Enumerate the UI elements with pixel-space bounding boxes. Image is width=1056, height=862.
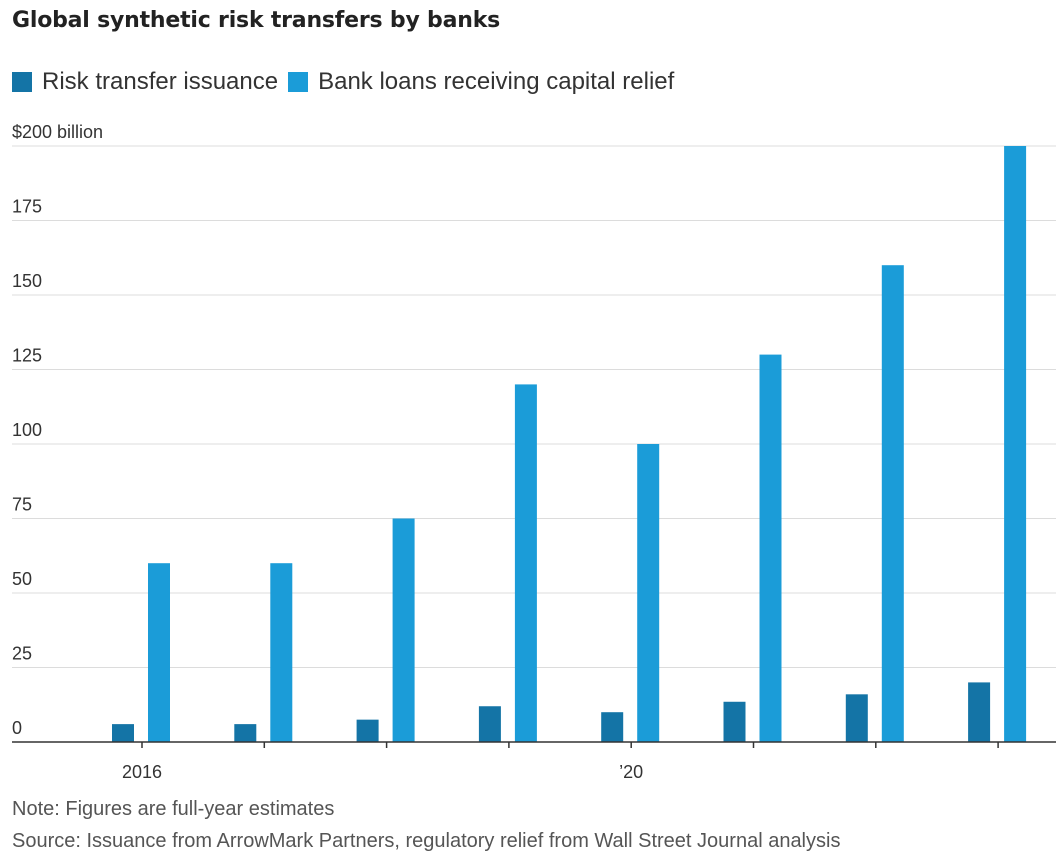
- legend-label-capital-relief: Bank loans receiving capital relief: [318, 68, 675, 95]
- y-tick-label: 75: [12, 495, 32, 515]
- y-tick-label: 125: [12, 346, 42, 366]
- bar-capital-relief: [881, 265, 904, 742]
- bar-capital-relief: [1004, 146, 1027, 742]
- chart-source: Source: Issuance from ArrowMark Partners…: [12, 830, 841, 852]
- bar-issuance: [723, 701, 746, 742]
- bar-issuance: [601, 712, 624, 742]
- legend-swatch-issuance: [12, 72, 32, 92]
- y-tick-label: 175: [12, 197, 42, 217]
- bar-issuance: [845, 694, 868, 742]
- x-tick-label: ’20: [619, 762, 643, 782]
- bar-capital-relief: [514, 384, 537, 742]
- legend-swatch-capital-relief: [288, 72, 309, 92]
- legend-item-issuance: Risk transfer issuance: [12, 68, 278, 96]
- bar-capital-relief: [392, 518, 415, 742]
- bar-capital-relief: [759, 354, 782, 742]
- bar-issuance: [968, 682, 991, 742]
- legend-item-capital-relief: Bank loans receiving capital relief: [288, 68, 674, 96]
- legend: Risk transfer issuance Bank loans receiv…: [12, 68, 684, 96]
- bar-issuance: [356, 719, 379, 742]
- bar-issuance: [234, 724, 257, 742]
- y-tick-label: $200 billion: [12, 122, 103, 142]
- y-tick-label: 50: [12, 569, 32, 589]
- chart-note: Note: Figures are full-year estimates: [12, 798, 335, 820]
- y-tick-label: 150: [12, 271, 42, 291]
- bar-issuance: [478, 706, 501, 742]
- y-tick-label: 100: [12, 420, 42, 440]
- legend-label-issuance: Risk transfer issuance: [42, 68, 279, 95]
- bar-capital-relief: [637, 444, 660, 742]
- chart-title: Global synthetic risk transfers by banks: [12, 8, 501, 33]
- x-tick-label: 2016: [122, 762, 162, 782]
- bar-capital-relief: [148, 563, 170, 742]
- bar-capital-relief: [270, 563, 293, 742]
- bar-issuance: [112, 724, 134, 742]
- y-tick-label: 25: [12, 644, 32, 664]
- y-tick-label: 0: [12, 718, 22, 738]
